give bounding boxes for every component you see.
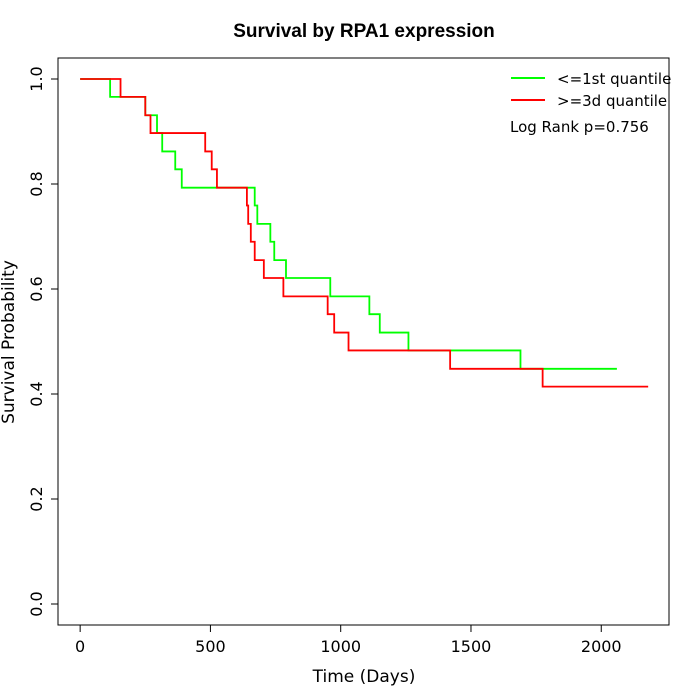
y-tick-label: 0.2: [27, 486, 46, 511]
x-tick-label: 1000: [320, 637, 361, 656]
y-axis-title: Survival Probability: [0, 260, 19, 424]
x-tick-label: 500: [195, 637, 226, 656]
survival-curve-series-1: [80, 78, 617, 370]
survival-curve-series-2: [80, 78, 649, 388]
legend: <=1st quantile >=3d quantile: [511, 70, 671, 110]
x-tick-label: 2000: [581, 637, 622, 656]
x-axis-title: Time (Days): [312, 667, 416, 687]
x-tick-label: 0: [75, 637, 85, 656]
y-tick-label: 0.6: [27, 276, 46, 301]
legend-label-series-1: <=1st quantile: [557, 70, 671, 88]
y-tick-label: 0.0: [27, 591, 46, 616]
axes: 0 500 1000 1500 2000 0.0 0.2 0.4 0.6 0.8 1.0: [27, 66, 622, 656]
log-rank-annotation: Log Rank p=0.756: [510, 118, 649, 136]
legend-label-series-2: >=3d quantile: [557, 92, 667, 110]
chart-title: Survival by RPA1 expression: [233, 21, 495, 42]
y-tick-label: 0.8: [27, 171, 46, 196]
x-tick-label: 1500: [451, 637, 492, 656]
plot-area-frame: [57, 57, 670, 626]
series-layer: [80, 78, 649, 388]
y-tick-label: 0.4: [27, 381, 46, 406]
y-tick-label: 1.0: [27, 66, 46, 91]
